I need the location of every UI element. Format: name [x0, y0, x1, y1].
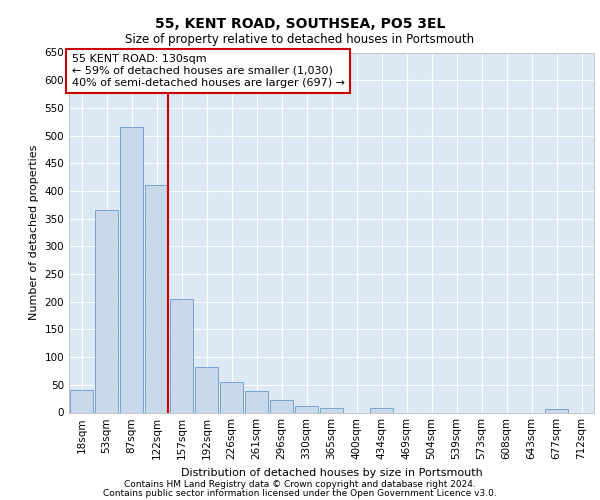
Bar	[195, 366, 218, 412]
Bar	[295, 406, 318, 412]
X-axis label: Distribution of detached houses by size in Portsmouth: Distribution of detached houses by size …	[181, 468, 482, 478]
Text: Contains public sector information licensed under the Open Government Licence v3: Contains public sector information licen…	[103, 488, 497, 498]
Bar	[120, 128, 143, 412]
Bar	[70, 390, 93, 412]
Bar	[370, 408, 393, 412]
Bar	[220, 382, 243, 412]
Bar	[545, 408, 568, 412]
Bar	[145, 186, 168, 412]
Text: 55, KENT ROAD, SOUTHSEA, PO5 3EL: 55, KENT ROAD, SOUTHSEA, PO5 3EL	[155, 18, 445, 32]
Bar	[320, 408, 343, 412]
Text: 55 KENT ROAD: 130sqm
← 59% of detached houses are smaller (1,030)
40% of semi-de: 55 KENT ROAD: 130sqm ← 59% of detached h…	[71, 54, 344, 88]
Text: Contains HM Land Registry data © Crown copyright and database right 2024.: Contains HM Land Registry data © Crown c…	[124, 480, 476, 489]
Bar	[170, 299, 193, 412]
Bar	[95, 210, 118, 412]
Text: Size of property relative to detached houses in Portsmouth: Size of property relative to detached ho…	[125, 32, 475, 46]
Y-axis label: Number of detached properties: Number of detached properties	[29, 145, 39, 320]
Bar	[270, 400, 293, 412]
Bar	[245, 392, 268, 412]
